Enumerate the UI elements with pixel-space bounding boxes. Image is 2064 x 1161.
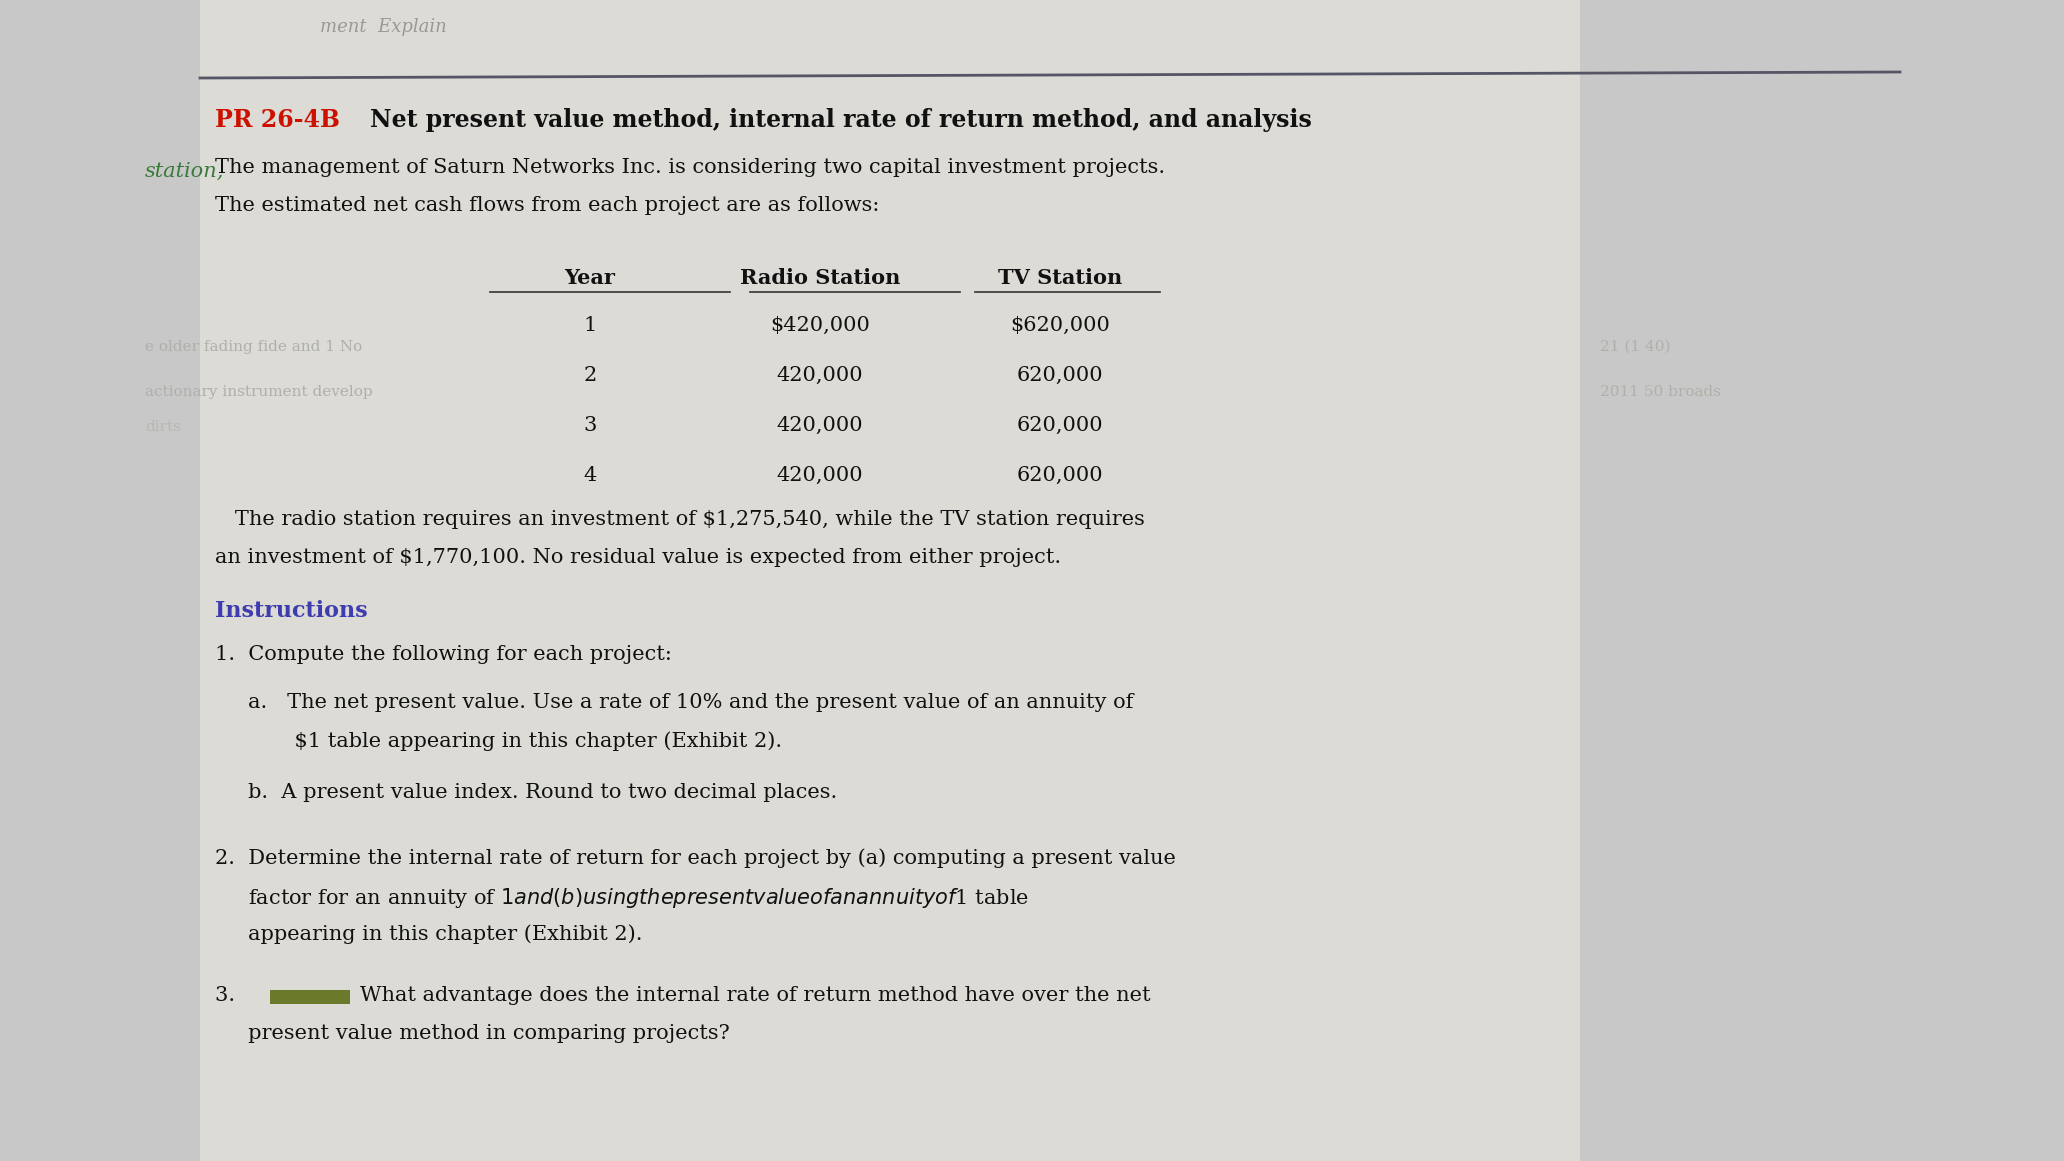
Text: TV Station: TV Station xyxy=(997,268,1123,288)
Text: What advantage does the internal rate of return method have over the net: What advantage does the internal rate of… xyxy=(359,986,1150,1005)
Text: present value method in comparing projects?: present value method in comparing projec… xyxy=(215,1024,731,1043)
Text: 420,000: 420,000 xyxy=(776,466,863,485)
Text: Year: Year xyxy=(566,268,615,288)
Text: PR 26-4B: PR 26-4B xyxy=(215,108,341,132)
Text: 4: 4 xyxy=(584,466,596,485)
Text: 1: 1 xyxy=(584,316,596,336)
Text: station,: station, xyxy=(144,163,225,181)
Text: $1 table appearing in this chapter (Exhibit 2).: $1 table appearing in this chapter (Exhi… xyxy=(215,731,782,751)
FancyBboxPatch shape xyxy=(1581,0,2064,1161)
Text: b.  A present value index. Round to two decimal places.: b. A present value index. Round to two d… xyxy=(215,783,838,802)
Text: a.   The net present value. Use a rate of 10% and the present value of an annuit: a. The net present value. Use a rate of … xyxy=(215,693,1133,712)
Text: Instructions: Instructions xyxy=(215,600,367,622)
Text: 620,000: 620,000 xyxy=(1018,466,1104,485)
Text: Radio Station: Radio Station xyxy=(739,268,900,288)
Text: factor for an annuity of $1 and (b) using the present value of an annuity of $1 : factor for an annuity of $1 and (b) usin… xyxy=(215,886,1030,910)
Text: 2011 50 broads: 2011 50 broads xyxy=(1600,385,1721,399)
FancyBboxPatch shape xyxy=(130,0,1909,1161)
Text: an investment of $1,770,100. No residual value is expected from either project.: an investment of $1,770,100. No residual… xyxy=(215,548,1061,567)
Text: dirts: dirts xyxy=(144,420,182,434)
Text: 2.  Determine the internal rate of return for each project by (a) computing a pr: 2. Determine the internal rate of return… xyxy=(215,848,1176,867)
Text: The estimated net cash flows from each project are as follows:: The estimated net cash flows from each p… xyxy=(215,196,879,215)
Text: The management of Saturn Networks Inc. is considering two capital investment pro: The management of Saturn Networks Inc. i… xyxy=(215,158,1164,176)
Text: $620,000: $620,000 xyxy=(1009,316,1110,336)
Text: ment  Explain: ment Explain xyxy=(320,19,446,36)
Text: appearing in this chapter (Exhibit 2).: appearing in this chapter (Exhibit 2). xyxy=(215,924,642,944)
Text: 420,000: 420,000 xyxy=(776,416,863,435)
Text: 3: 3 xyxy=(584,416,596,435)
Text: $420,000: $420,000 xyxy=(770,316,869,336)
FancyBboxPatch shape xyxy=(270,990,351,1004)
FancyBboxPatch shape xyxy=(0,0,200,1161)
Text: 620,000: 620,000 xyxy=(1018,366,1104,385)
Text: 21 (1 40): 21 (1 40) xyxy=(1600,340,1670,354)
Text: e older fading fide and 1 No: e older fading fide and 1 No xyxy=(144,340,363,354)
Text: 3.: 3. xyxy=(215,986,248,1005)
Text: actionary instrument develop: actionary instrument develop xyxy=(144,385,374,399)
Text: 620,000: 620,000 xyxy=(1018,416,1104,435)
Text: Net present value method, internal rate of return method, and analysis: Net present value method, internal rate … xyxy=(369,108,1313,132)
Text: 2: 2 xyxy=(584,366,596,385)
Text: The radio station requires an investment of $1,275,540, while the TV station req: The radio station requires an investment… xyxy=(215,510,1146,529)
Text: 420,000: 420,000 xyxy=(776,366,863,385)
Text: 1.  Compute the following for each project:: 1. Compute the following for each projec… xyxy=(215,646,673,664)
